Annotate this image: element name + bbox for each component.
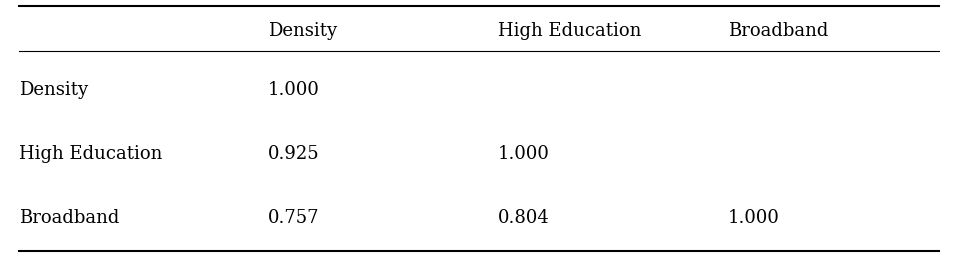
Text: Broadband: Broadband bbox=[19, 209, 120, 227]
Text: Density: Density bbox=[19, 81, 88, 99]
Text: 1.000: 1.000 bbox=[498, 145, 550, 163]
Text: 0.757: 0.757 bbox=[268, 209, 320, 227]
Text: Broadband: Broadband bbox=[728, 22, 829, 40]
Text: 1.000: 1.000 bbox=[728, 209, 780, 227]
Text: 0.804: 0.804 bbox=[498, 209, 550, 227]
Text: High Education: High Education bbox=[19, 145, 163, 163]
Text: 0.925: 0.925 bbox=[268, 145, 320, 163]
Text: Density: Density bbox=[268, 22, 337, 40]
Text: 1.000: 1.000 bbox=[268, 81, 320, 99]
Text: High Education: High Education bbox=[498, 22, 642, 40]
